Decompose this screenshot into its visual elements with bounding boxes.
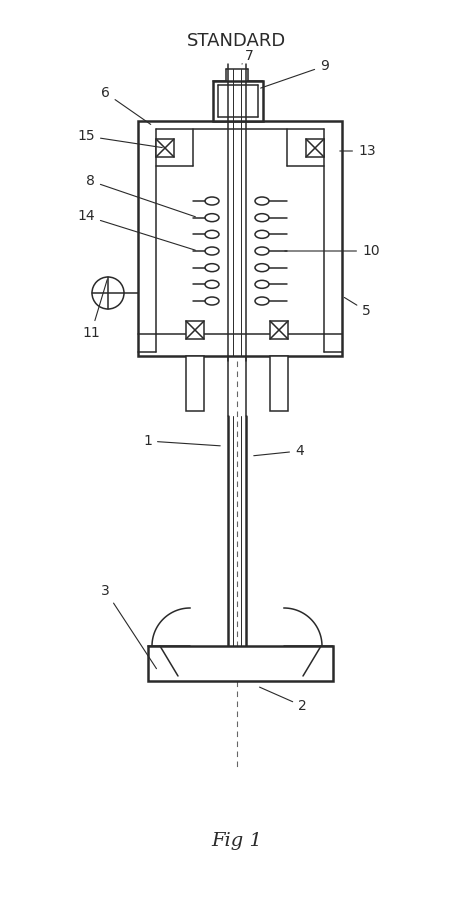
Text: 9: 9	[261, 59, 329, 88]
Text: 8: 8	[86, 174, 195, 217]
Text: 15: 15	[77, 129, 162, 148]
Text: 5: 5	[345, 297, 371, 318]
Bar	[270, 321, 288, 339]
Text: 7: 7	[242, 49, 254, 64]
Bar	[270, 356, 288, 411]
Text: 13: 13	[340, 144, 375, 158]
Bar	[148, 646, 333, 681]
Text: STANDARD: STANDARD	[187, 32, 287, 50]
Bar	[186, 356, 204, 411]
Text: 1: 1	[143, 434, 220, 448]
Text: 14: 14	[77, 209, 195, 250]
Bar	[156, 139, 174, 157]
Text: Fig 1: Fig 1	[211, 832, 263, 850]
Bar	[138, 121, 342, 356]
Text: 4: 4	[254, 444, 304, 458]
Text: 10: 10	[285, 244, 380, 258]
Text: 3: 3	[101, 584, 156, 669]
Text: 6: 6	[101, 86, 151, 124]
Bar	[213, 81, 263, 121]
Text: 11: 11	[82, 279, 107, 340]
Bar	[186, 321, 204, 339]
Text: 2: 2	[260, 687, 307, 713]
Bar	[306, 139, 324, 157]
